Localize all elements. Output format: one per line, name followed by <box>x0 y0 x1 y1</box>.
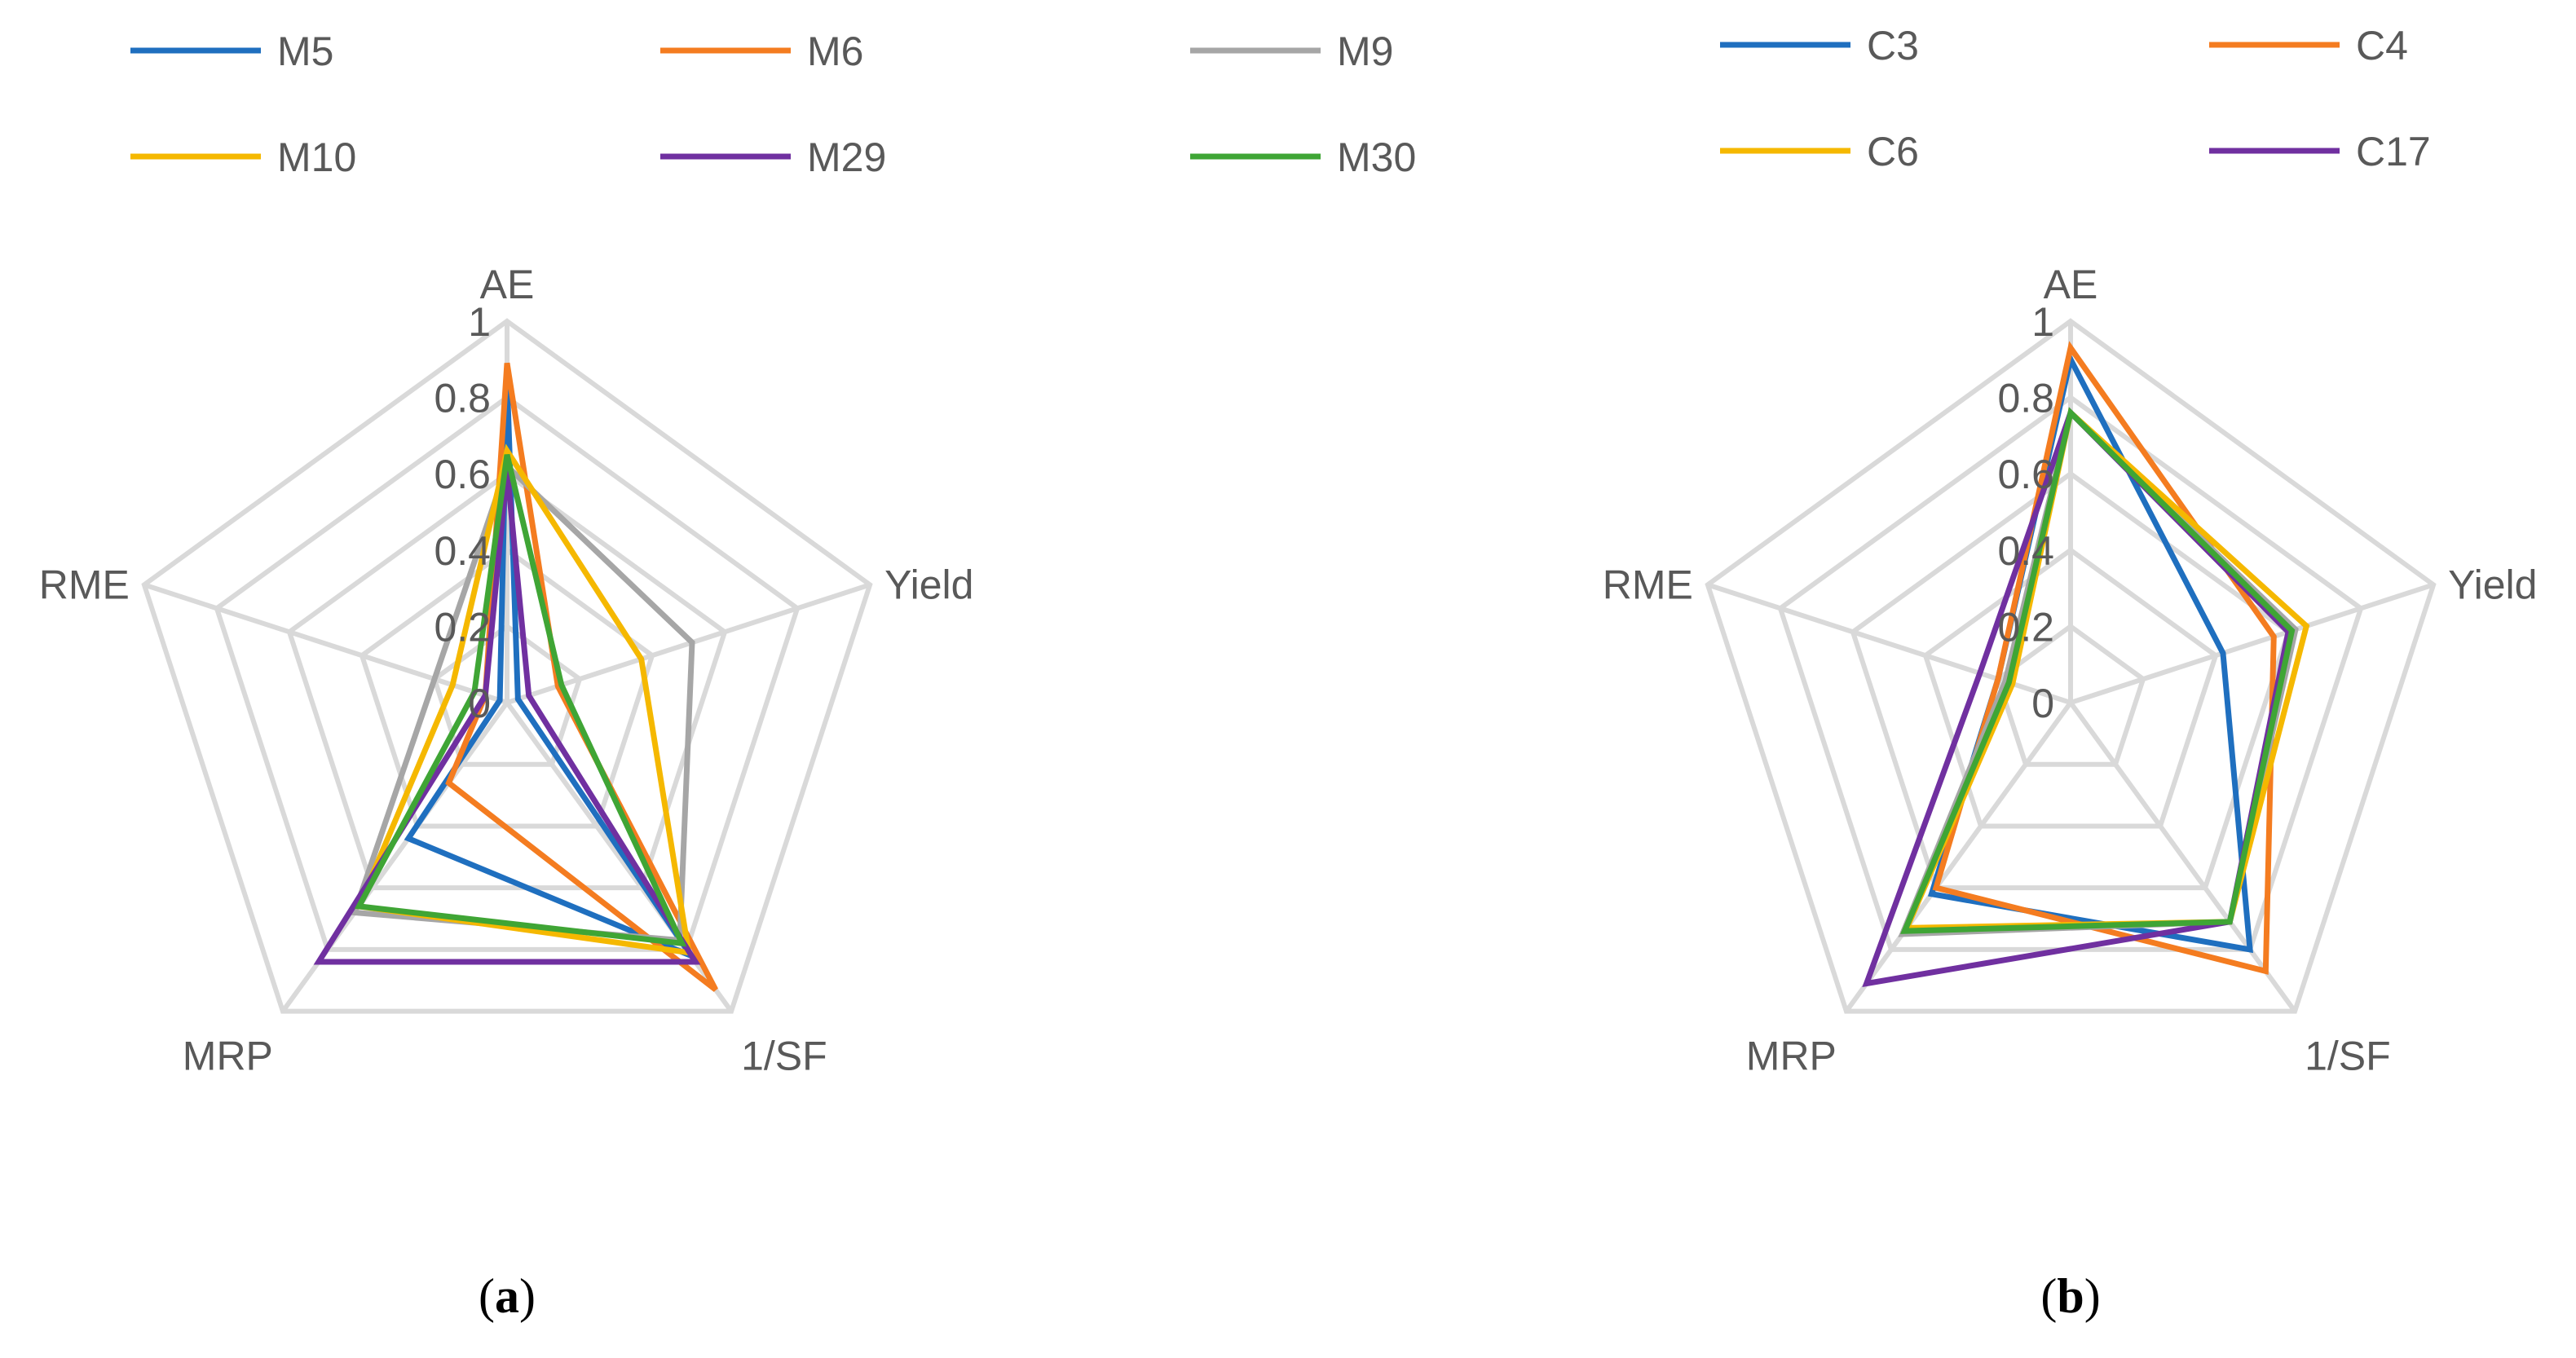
legend-label-c3: C3 <box>1867 23 1919 68</box>
panel-label: (b) <box>2040 1269 2100 1323</box>
tick-label: 0 <box>2031 681 2054 726</box>
radar-panel-b: 0 0.2 0.4 0.6 0.8 1AE Yield 1/SF MRP RME <box>1603 262 2538 1079</box>
tick-label: 0.6 <box>1997 452 2054 497</box>
tick-label: 0.8 <box>434 376 491 421</box>
axis-label-ae: AE <box>480 262 535 307</box>
tick-label: 0.4 <box>1997 528 2054 574</box>
legend-label-m10: M10 <box>277 134 356 180</box>
legend-label-m5: M5 <box>277 29 333 74</box>
axis-label-yield: Yield <box>884 562 973 607</box>
axis-label-1sf: 1/SF <box>741 1034 827 1079</box>
tick-label: 0.6 <box>434 452 491 497</box>
tick-label: 0.2 <box>1997 604 2054 650</box>
legend-label-c17: C17 <box>2356 129 2431 174</box>
tick-label: 0.2 <box>434 604 491 650</box>
axis-spoke <box>143 582 508 705</box>
grid-ring <box>1705 318 2437 1014</box>
axis-label-mrp: MRP <box>1746 1034 1837 1079</box>
tick-label: 0.4 <box>434 528 491 574</box>
axis-spoke <box>2068 701 2297 1013</box>
axis-label-ae: AE <box>2044 262 2098 307</box>
series-m10 <box>355 443 693 956</box>
panel-label: (a) <box>479 1269 536 1323</box>
series-m29 <box>313 470 701 965</box>
legend-label-c4: C4 <box>2356 23 2408 68</box>
legend-label-m9: M9 <box>1337 29 1393 74</box>
grid-ring <box>431 623 583 767</box>
series-c18 <box>1900 407 2296 934</box>
axis-spoke <box>2070 582 2435 705</box>
grid-ring <box>286 470 728 891</box>
legend: M5 M6 M9 M10 M29 M30 <box>130 29 1416 180</box>
axis-spoke <box>280 701 509 1013</box>
axis-label-mrp: MRP <box>183 1034 273 1079</box>
grid-ring <box>214 394 801 952</box>
series-m30 <box>354 453 687 947</box>
legend-label-m6: M6 <box>807 29 863 74</box>
axis-label-rme: RME <box>39 562 130 607</box>
tick-label: 0.8 <box>1997 376 2054 421</box>
tick-label: 1 <box>2031 299 2054 345</box>
axis-spoke <box>506 582 871 705</box>
axis-label-rme: RME <box>1603 562 1693 607</box>
legend-label-m29: M29 <box>807 134 886 180</box>
tick-label: 0 <box>468 681 491 726</box>
axis-label-yield: Yield <box>2448 562 2537 607</box>
axis-label-1sf: 1/SF <box>2305 1034 2391 1079</box>
grid-ring <box>141 318 873 1014</box>
series-m5 <box>404 378 699 963</box>
tick-label: 1 <box>468 299 491 345</box>
grid-ring <box>1922 547 2219 829</box>
legend: C3C4C5C6C17C18 <box>1720 23 2431 174</box>
legend-label-c6: C6 <box>1867 129 1919 174</box>
legend-label-m30: M30 <box>1337 134 1416 180</box>
radar-panel-a: 0 0.2 0.4 0.6 0.8 1AE Yield 1/SF MRP RME <box>39 262 974 1079</box>
axis-spoke <box>1844 701 2073 1013</box>
series-c3 <box>1927 351 2253 954</box>
